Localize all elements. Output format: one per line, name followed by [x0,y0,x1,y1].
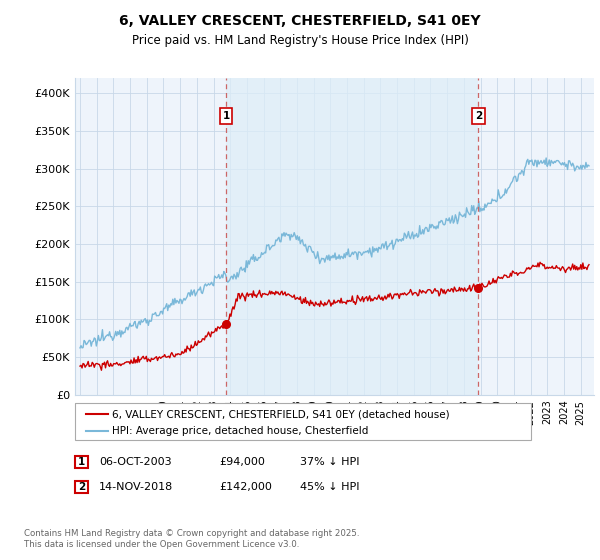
Text: £142,000: £142,000 [219,482,272,492]
Text: Contains HM Land Registry data © Crown copyright and database right 2025.
This d: Contains HM Land Registry data © Crown c… [24,529,359,549]
Text: 45% ↓ HPI: 45% ↓ HPI [300,482,359,492]
Text: £94,000: £94,000 [219,457,265,467]
Text: 2: 2 [475,111,482,121]
Text: 6, VALLEY CRESCENT, CHESTERFIELD, S41 0EY (detached house): 6, VALLEY CRESCENT, CHESTERFIELD, S41 0E… [112,409,450,419]
Text: Price paid vs. HM Land Registry's House Price Index (HPI): Price paid vs. HM Land Registry's House … [131,34,469,46]
Text: 6, VALLEY CRESCENT, CHESTERFIELD, S41 0EY: 6, VALLEY CRESCENT, CHESTERFIELD, S41 0E… [119,14,481,28]
Text: 2: 2 [78,482,85,492]
Text: HPI: Average price, detached house, Chesterfield: HPI: Average price, detached house, Ches… [112,426,368,436]
Text: 06-OCT-2003: 06-OCT-2003 [99,457,172,467]
Bar [226,78,478,395]
Text: 37% ↓ HPI: 37% ↓ HPI [300,457,359,467]
Text: 1: 1 [223,111,230,121]
Text: 1: 1 [78,457,85,467]
Text: 14-NOV-2018: 14-NOV-2018 [99,482,173,492]
